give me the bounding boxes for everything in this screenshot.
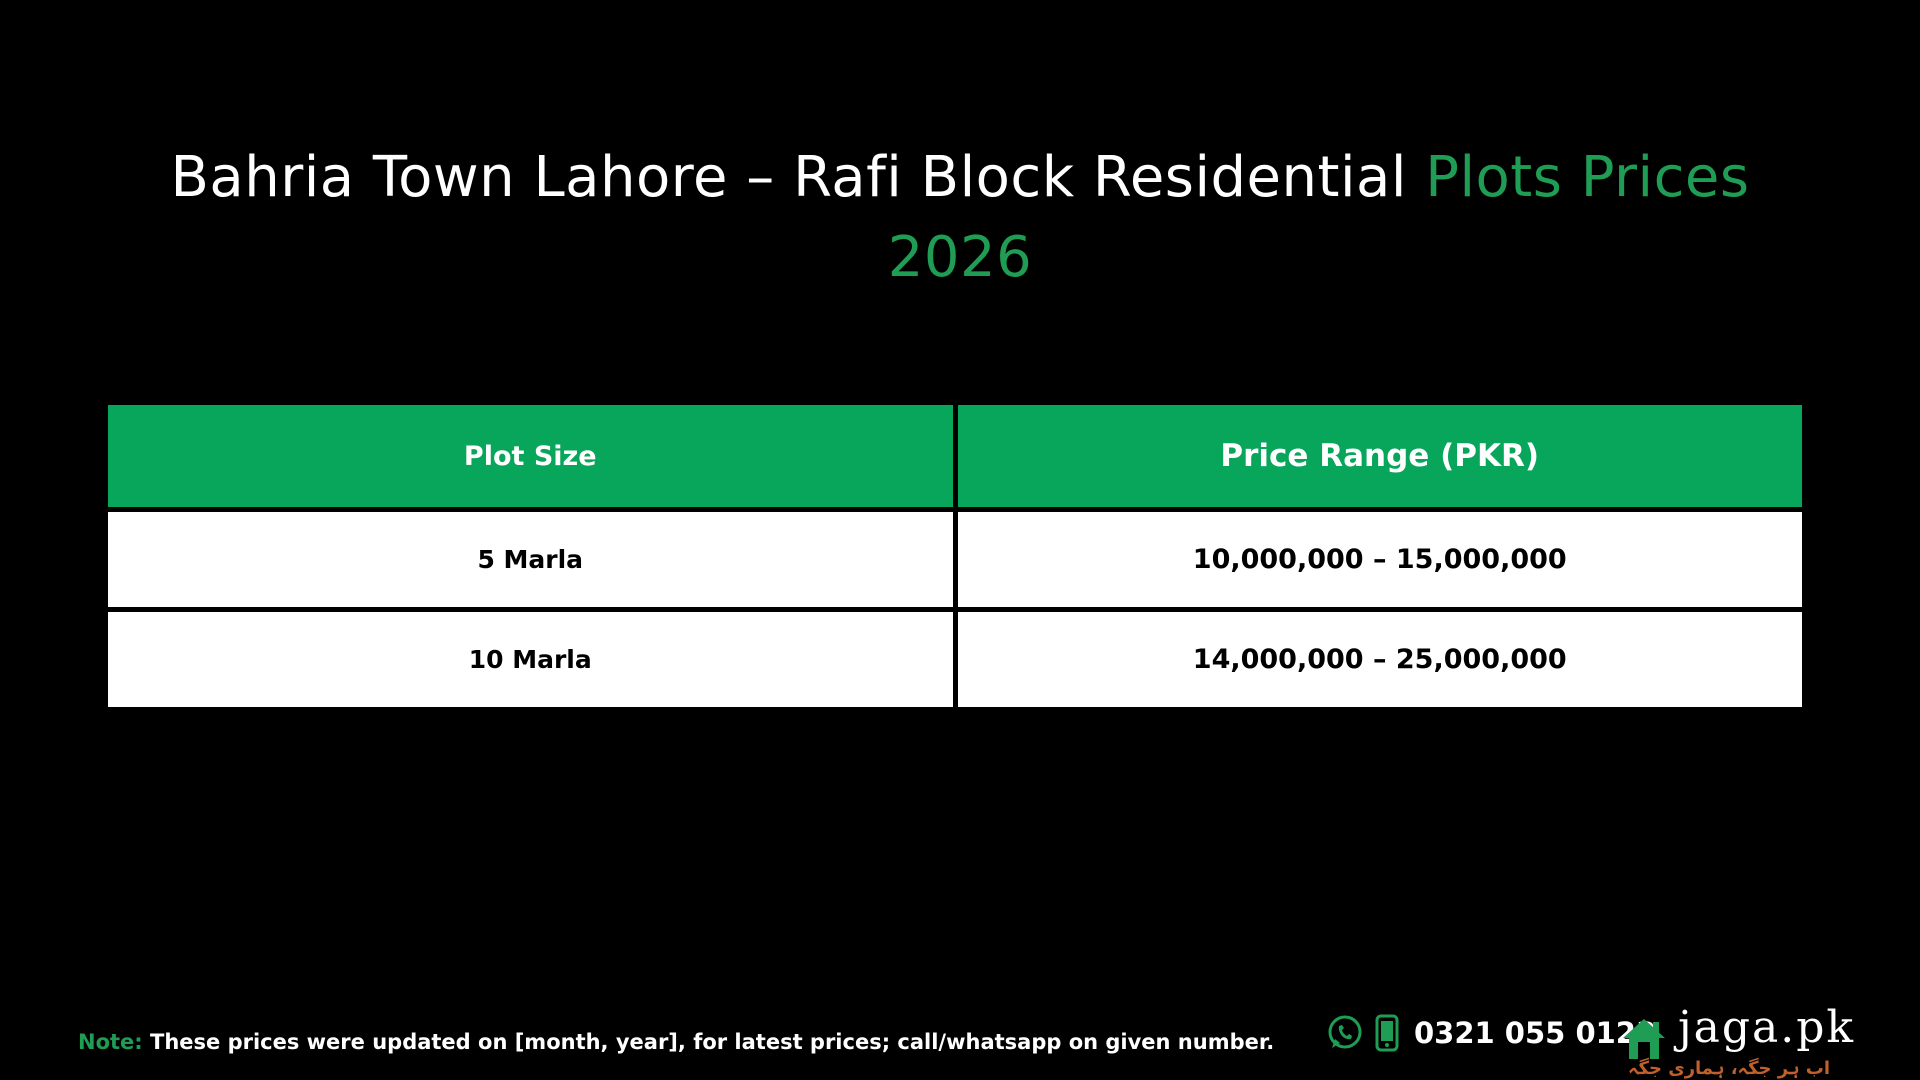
cell-plot-size: 10 Marla xyxy=(108,612,953,707)
mobile-phone-icon[interactable] xyxy=(1374,1014,1400,1052)
brand-tagline: اب ہر جگہ، ہماری جگہ xyxy=(1627,1058,1831,1079)
title-main: Bahria Town Lahore – Rafi Block Resident… xyxy=(170,144,1426,210)
table-row: 5 Marla 10,000,000 – 15,000,000 xyxy=(108,512,1802,607)
header-plot-size: Plot Size xyxy=(108,405,953,507)
title-accent: Plots Prices 2026 xyxy=(887,144,1750,290)
page-title: Bahria Town Lahore – Rafi Block Resident… xyxy=(160,138,1760,298)
cell-price-range: 10,000,000 – 15,000,000 xyxy=(957,512,1802,607)
footer-note: Note: These prices were updated on [mont… xyxy=(78,1030,1274,1054)
table-header-row: Plot Size Price Range (PKR) xyxy=(108,405,1802,507)
price-table: Plot Size Price Range (PKR) 5 Marla 10,0… xyxy=(103,400,1807,712)
note-text: These prices were updated on [month, yea… xyxy=(142,1030,1275,1054)
header-price-range: Price Range (PKR) xyxy=(957,405,1802,507)
note-label: Note: xyxy=(78,1030,143,1054)
cell-price-range: 14,000,000 – 25,000,000 xyxy=(957,612,1802,707)
house-logo-icon xyxy=(1620,1016,1668,1066)
contact-info: 0321 055 0123 xyxy=(1326,1008,1656,1058)
brand-logo: jaga.pk اب ہر جگہ، ہماری جگہ xyxy=(1620,996,1853,1080)
phone-number[interactable]: 0321 055 0123 xyxy=(1414,1016,1657,1050)
cell-plot-size: 5 Marla xyxy=(108,512,953,607)
whatsapp-icon[interactable] xyxy=(1326,1014,1364,1052)
table-row: 10 Marla 14,000,000 – 25,000,000 xyxy=(108,612,1802,707)
brand-name: jaga.pk xyxy=(1678,1002,1856,1053)
